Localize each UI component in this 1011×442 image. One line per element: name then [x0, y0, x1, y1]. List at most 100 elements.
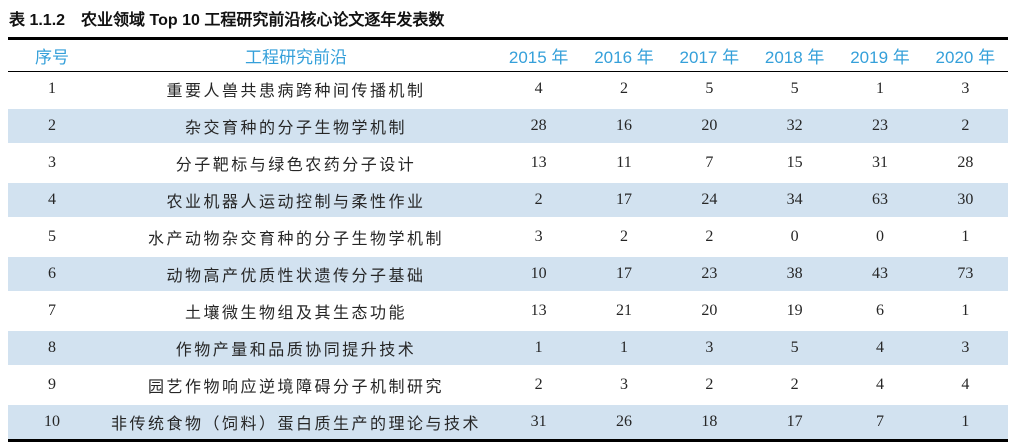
count-cell-2016: 17: [581, 180, 667, 220]
count-cell-2016: 21: [615, 302, 632, 319]
count-cell-2015: 13: [530, 302, 547, 319]
research-front-cell: 非传统食物（饲料）蛋白质生产的理论与技术: [96, 402, 496, 441]
research-front-cell: 动物高产优质性状遗传分子基础: [96, 254, 496, 294]
table-row: 2 杂交育种的分子生物学机制 28 16 20 32 23 2: [8, 106, 1008, 146]
column-header-2017: 2017 年: [666, 38, 752, 72]
count-cell-2017: 18: [666, 402, 752, 441]
count-cell-2020: 30: [922, 180, 1008, 220]
table-header: 序号 工程研究前沿 2015 年 2016 年 2017 年 2018 年 2019 年 20…: [8, 38, 1008, 72]
count-cell-2016: 2: [619, 80, 628, 97]
count-cell-2018: 15: [786, 154, 803, 171]
count-cell-2016: 1: [581, 328, 667, 368]
table-caption-title: 农业领域 Top 10 工程研究前沿核心论文逐年发表数: [81, 12, 445, 29]
research-front-cell: 水产动物杂交育种的分子生物学机制: [147, 231, 444, 248]
count-cell-2018: 0: [790, 228, 799, 245]
count-cell-2016: 3: [619, 376, 628, 393]
count-cell-2019: 43: [837, 254, 923, 294]
table-row: 9 园艺作物响应逆境障碍分子机制研究 2 3 2 2 4 4: [8, 367, 1008, 404]
count-cell-2017: 7: [705, 154, 714, 171]
row-number-cell: 3: [48, 154, 56, 171]
count-cell-2019: 23: [837, 106, 923, 146]
table-caption-number: 表 1.1.2: [9, 12, 66, 29]
column-header-2016: 2016 年: [581, 38, 667, 72]
column-header-2015: 2015 年: [496, 38, 582, 72]
research-front-cell: 分子靶标与绿色农药分子设计: [175, 157, 417, 174]
research-front-cell: 重要人兽共患病跨种间传播机制: [166, 83, 426, 100]
row-number-cell: 8: [8, 328, 96, 368]
count-cell-2017: 3: [666, 328, 752, 368]
column-header-2019: 2019 年: [837, 38, 923, 72]
count-cell-2015: 2: [534, 376, 543, 393]
count-cell-2016: 2: [619, 228, 628, 245]
table-caption: 表 1.1.2 农业领域 Top 10 工程研究前沿核心论文逐年发表数: [8, 5, 1008, 37]
count-cell-2017: 23: [666, 254, 752, 294]
row-number-cell: 7: [48, 302, 56, 319]
count-cell-2020: 4: [961, 376, 970, 393]
count-cell-2015: 10: [496, 254, 582, 294]
count-cell-2016: 11: [616, 154, 632, 171]
count-cell-2020: 1: [961, 302, 970, 319]
research-front-cell: 杂交育种的分子生物学机制: [96, 106, 496, 146]
count-cell-2015: 3: [534, 228, 543, 245]
table-header-row: 序号 工程研究前沿 2015 年 2016 年 2017 年 2018 年 2019 年 20…: [8, 38, 1008, 72]
count-cell-2018: 38: [751, 254, 838, 294]
count-cell-2015: 1: [496, 328, 582, 368]
column-header-no: 序号: [8, 38, 96, 72]
count-cell-2019: 4: [837, 328, 923, 368]
table-row: 1 重要人兽共患病跨种间传播机制 4 2 5 5 1 3: [8, 72, 1008, 108]
count-cell-2020: 2: [922, 106, 1008, 146]
research-front-cell: 作物产量和品质协同提升技术: [96, 328, 496, 368]
count-cell-2018: 5: [790, 80, 799, 97]
table-row: 6 动物高产优质性状遗传分子基础 10 17 23 38 43 73: [8, 254, 1008, 294]
table-row: 7 土壤微生物组及其生态功能 13 21 20 19 6 1: [8, 293, 1008, 330]
table-row: 8 作物产量和品质协同提升技术 1 1 3 5 4 3: [8, 328, 1008, 368]
count-cell-2020: 3: [961, 80, 970, 97]
count-cell-2018: 19: [786, 302, 803, 319]
research-front-cell: 园艺作物响应逆境障碍分子机制研究: [147, 379, 444, 396]
count-cell-2015: 31: [496, 402, 582, 441]
count-cell-2017: 20: [666, 106, 752, 146]
row-number-cell: 10: [8, 402, 96, 441]
table-row: 3 分子靶标与绿色农药分子设计 13 11 7 15 31 28: [8, 145, 1008, 182]
count-cell-2015: 13: [530, 154, 547, 171]
count-cell-2018: 17: [751, 402, 838, 441]
research-front-cell: 土壤微生物组及其生态功能: [184, 305, 407, 322]
count-cell-2017: 2: [705, 228, 714, 245]
count-cell-2019: 0: [875, 228, 884, 245]
table-row: 10 非传统食物（饲料）蛋白质生产的理论与技术 31 26 18 17 7 1: [8, 402, 1008, 441]
column-header-front: 工程研究前沿: [96, 38, 496, 72]
count-cell-2019: 4: [875, 376, 884, 393]
count-cell-2015: 28: [496, 106, 582, 146]
count-cell-2017: 20: [701, 302, 718, 319]
count-cell-2020: 3: [922, 328, 1008, 368]
count-cell-2019: 63: [837, 180, 923, 220]
count-cell-2017: 5: [705, 80, 714, 97]
count-cell-2020: 73: [922, 254, 1008, 294]
count-cell-2017: 24: [666, 180, 752, 220]
count-cell-2019: 31: [871, 154, 888, 171]
count-cell-2016: 16: [581, 106, 667, 146]
count-cell-2016: 26: [581, 402, 667, 441]
publications-per-year-table: 序号 工程研究前沿 2015 年 2016 年 2017 年 2018 年 2019 年 20…: [8, 37, 1008, 442]
count-cell-2020: 1: [961, 228, 970, 245]
count-cell-2019: 6: [875, 302, 884, 319]
count-cell-2018: 2: [790, 376, 799, 393]
count-cell-2018: 32: [751, 106, 838, 146]
count-cell-2018: 34: [751, 180, 838, 220]
table-row: 4 农业机器人运动控制与柔性作业 2 17 24 34 63 30: [8, 180, 1008, 220]
count-cell-2017: 2: [705, 376, 714, 393]
count-cell-2015: 4: [534, 80, 543, 97]
count-cell-2019: 7: [837, 402, 923, 441]
row-number-cell: 2: [8, 106, 96, 146]
table-row: 5 水产动物杂交育种的分子生物学机制 3 2 2 0 0 1: [8, 219, 1008, 256]
count-cell-2018: 5: [751, 328, 838, 368]
row-number-cell: 9: [48, 376, 56, 393]
count-cell-2015: 2: [496, 180, 582, 220]
table-body: 1 重要人兽共患病跨种间传播机制 4 2 5 5 1 3 2 杂交育种的分子生物学机制 28 16 20…: [8, 72, 1008, 441]
column-header-2020: 2020 年: [922, 38, 1008, 72]
row-number-cell: 6: [8, 254, 96, 294]
count-cell-2019: 1: [875, 80, 884, 97]
row-number-cell: 4: [8, 180, 96, 220]
row-number-cell: 1: [48, 80, 56, 97]
